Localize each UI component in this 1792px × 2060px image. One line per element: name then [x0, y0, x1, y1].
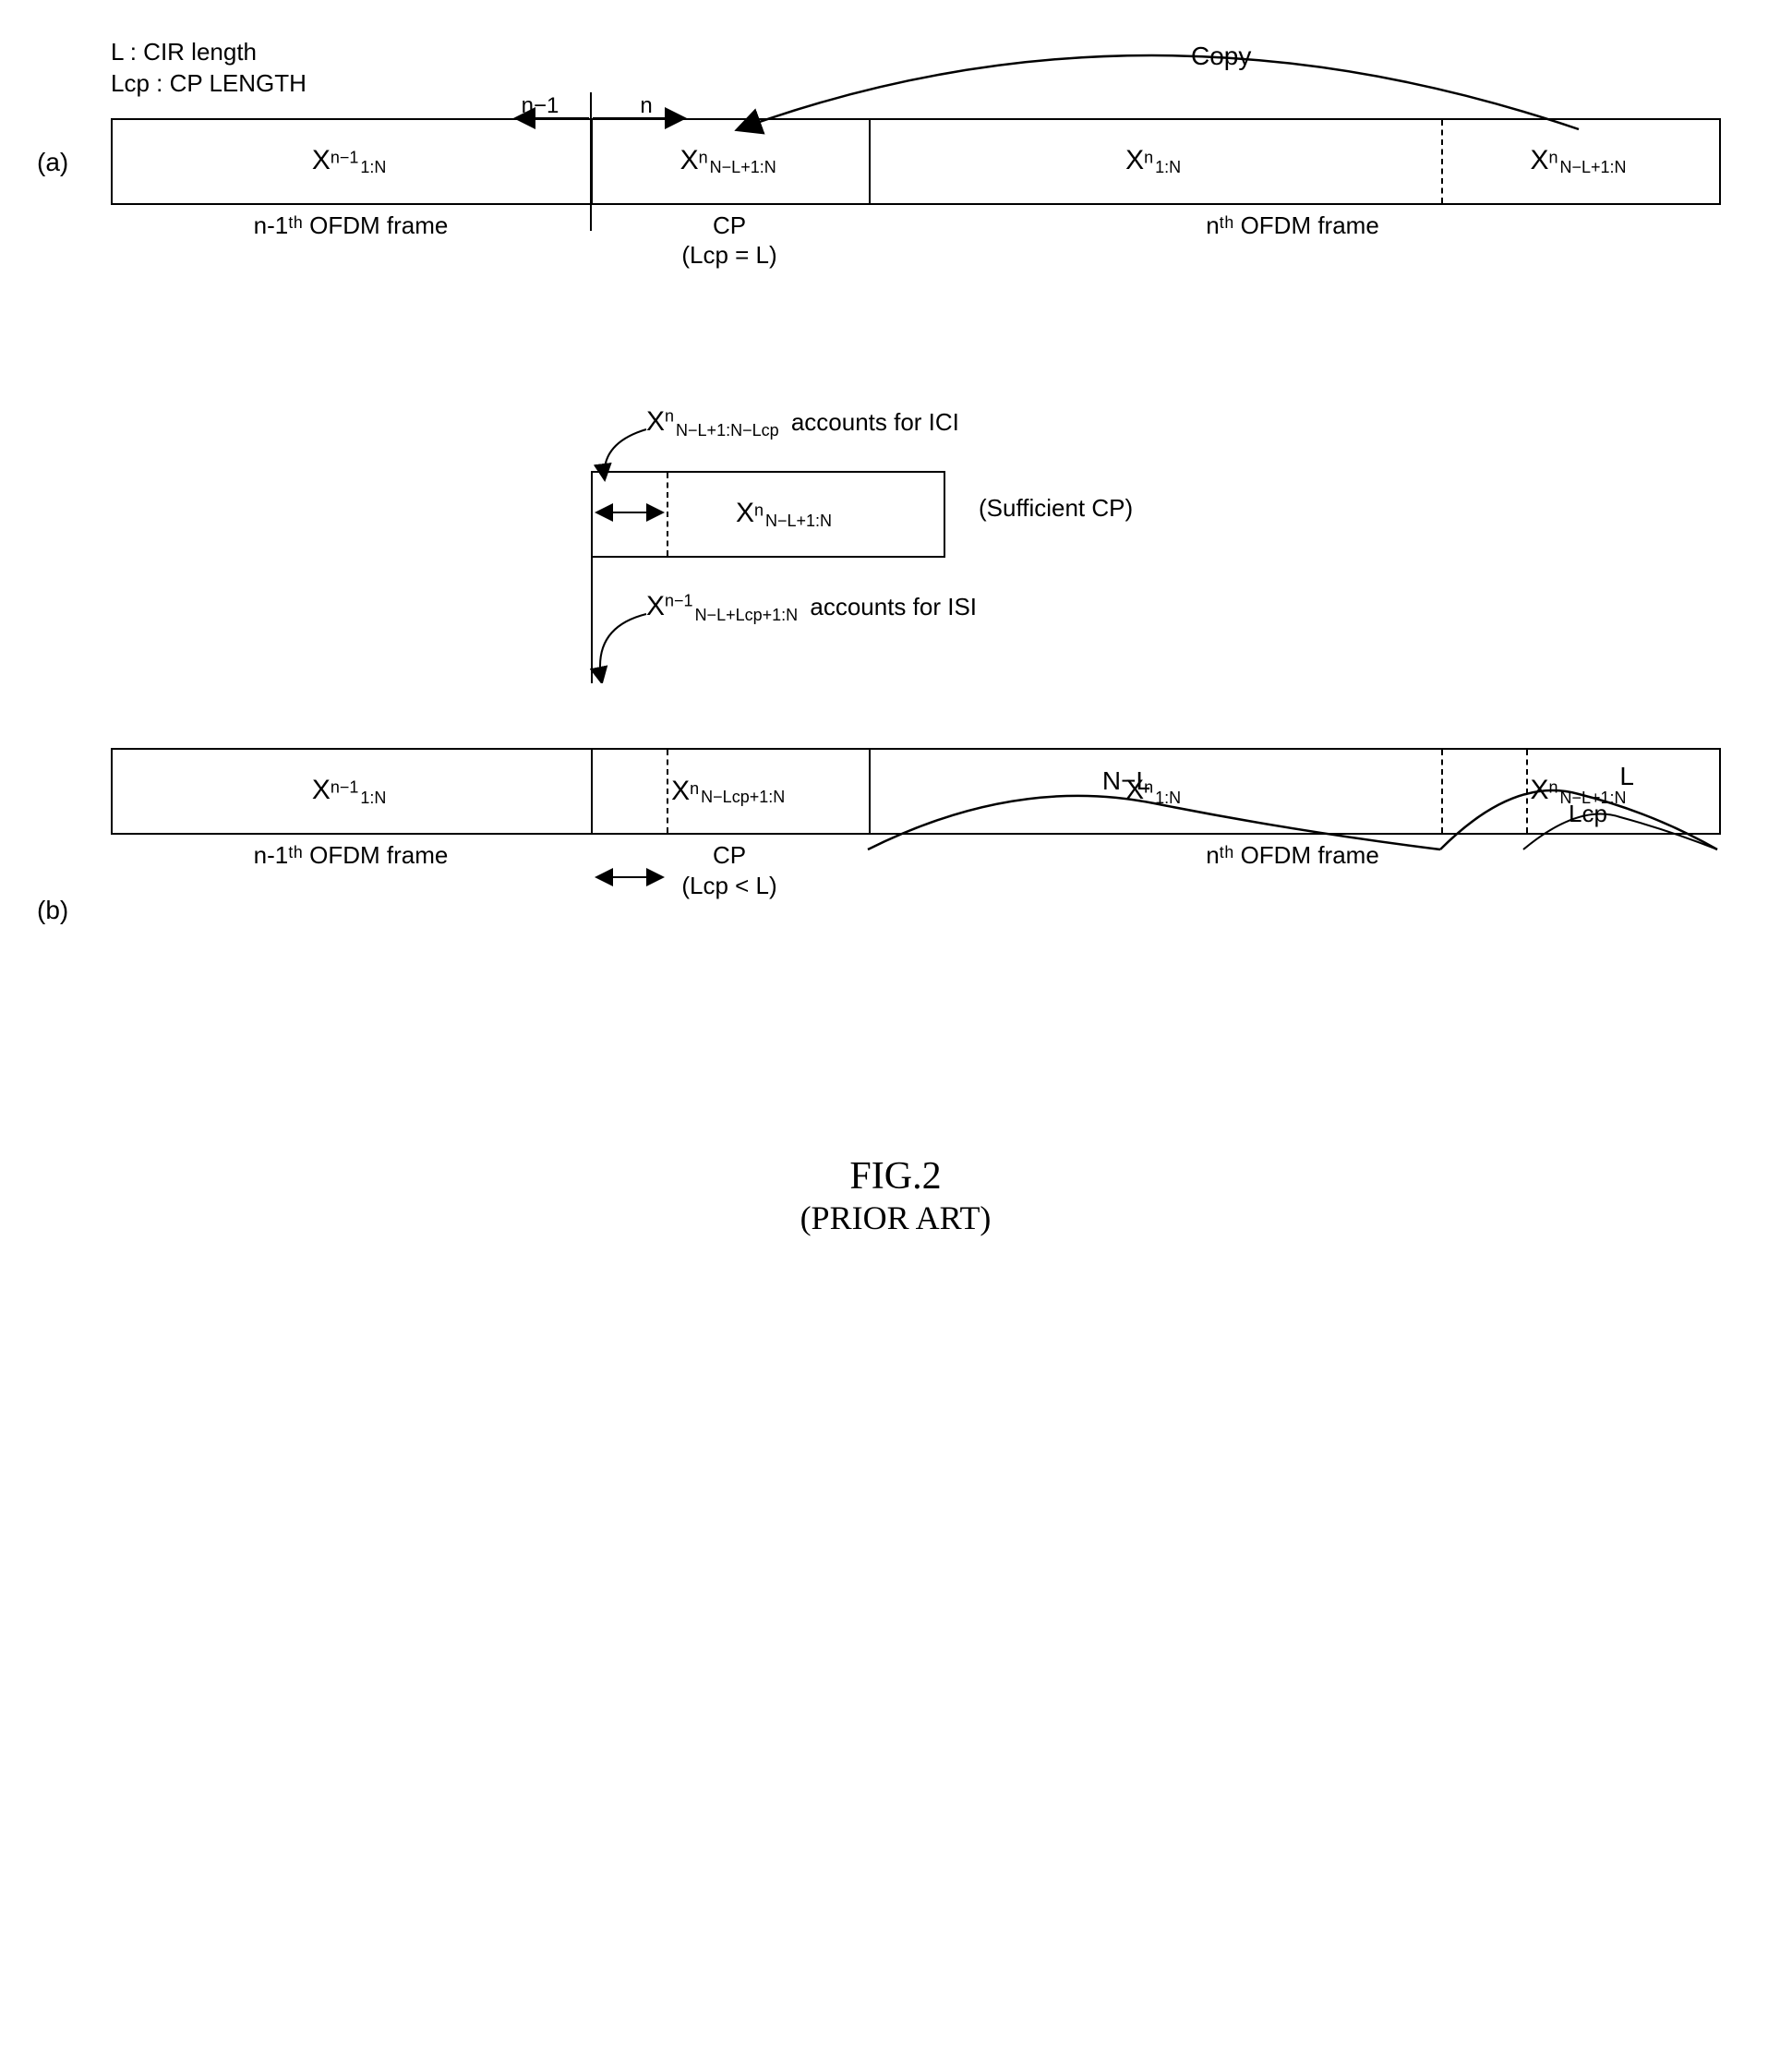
- lbl-b-cur: nᵗʰ OFDM frame: [868, 840, 1717, 900]
- label-row-a: n-1ᵗʰ OFDM frame CP (Lcp = L) nᵗʰ OFDM f…: [111, 211, 1717, 271]
- expr-a-main: Xn1:N: [1125, 145, 1186, 177]
- expr-b-main: Xn1:N: [1125, 775, 1186, 807]
- cell-b-tail: XnN−L+1:N: [1443, 750, 1719, 833]
- expr-b-tail: XnN−L+1:N: [1530, 775, 1631, 807]
- subfig-b: (b) N−L L Lcp Xn−11:N: [37, 748, 1754, 1099]
- legend-line1: L : CIR length: [111, 37, 1754, 68]
- expr-suff-cp: XnN−L+1:N: [736, 498, 837, 530]
- cell-b-prev: Xn−11:N: [113, 750, 593, 833]
- lbl-b-prev: n-1ᵗʰ OFDM frame: [111, 840, 591, 900]
- expr-a-prev: Xn−11:N: [312, 145, 392, 177]
- cell-a-tail: XnN−L+1:N: [1443, 120, 1719, 203]
- sufficient-cp-box: XnN−L+1:N: [591, 471, 945, 558]
- lbl-a-cp: CP (Lcp = L): [591, 211, 868, 271]
- label-row-b: n-1ᵗʰ OFDM frame CP (Lcp < L) nᵗʰ OFDM f…: [111, 840, 1717, 900]
- frame-row-b: Xn−11:N XnN−Lcp+1:N Xn1:N XnN−L+1:N: [111, 748, 1721, 835]
- figure-caption-sub: (PRIOR ART): [37, 1199, 1754, 1237]
- mid-region: XnN−L+1:N−Lcp accounts for ICI (Sufficie…: [37, 406, 1754, 683]
- expr-b-cp: XnN−Lcp+1:N: [671, 776, 790, 808]
- subfig-b-label: (b): [37, 896, 68, 925]
- cell-a-prev: Xn−11:N: [113, 120, 593, 203]
- cell-a-cp: XnN−L+1:N: [593, 120, 871, 203]
- expr-b-prev: Xn−11:N: [312, 775, 392, 807]
- lbl-a-prev: n-1ᵗʰ OFDM frame: [111, 211, 591, 271]
- figure: L : CIR length Lcp : CP LENGTH n−1 n Cop…: [37, 37, 1754, 1237]
- legend-line2: Lcp : CP LENGTH: [111, 68, 1754, 100]
- expr-a-cp: XnN−L+1:N: [680, 145, 782, 177]
- cell-b-main: Xn1:N: [871, 750, 1443, 833]
- cell-b-cp: XnN−Lcp+1:N: [593, 750, 871, 833]
- frame-row-a: Xn−11:N XnN−L+1:N Xn1:N XnN−L+1:N: [111, 118, 1721, 205]
- cell-a-main: Xn1:N: [871, 120, 1443, 203]
- isi-annotation: Xn−1N−L+Lcp+1:N accounts for ISI: [646, 591, 977, 625]
- subfig-a: L : CIR length Lcp : CP LENGTH n−1 n Cop…: [37, 37, 1754, 351]
- lbl-a-cur: nᵗʰ OFDM frame: [868, 211, 1717, 271]
- ici-annotation: XnN−L+1:N−Lcp accounts for ICI: [646, 406, 959, 440]
- figure-caption: FIG.2: [37, 1154, 1754, 1199]
- subfig-a-label: (a): [37, 148, 68, 177]
- sufficient-cp-text: (Sufficient CP): [979, 494, 1133, 523]
- legend: L : CIR length Lcp : CP LENGTH: [111, 37, 1754, 100]
- lbl-b-cp: CP (Lcp < L): [591, 840, 868, 900]
- expr-a-tail: XnN−L+1:N: [1530, 145, 1631, 177]
